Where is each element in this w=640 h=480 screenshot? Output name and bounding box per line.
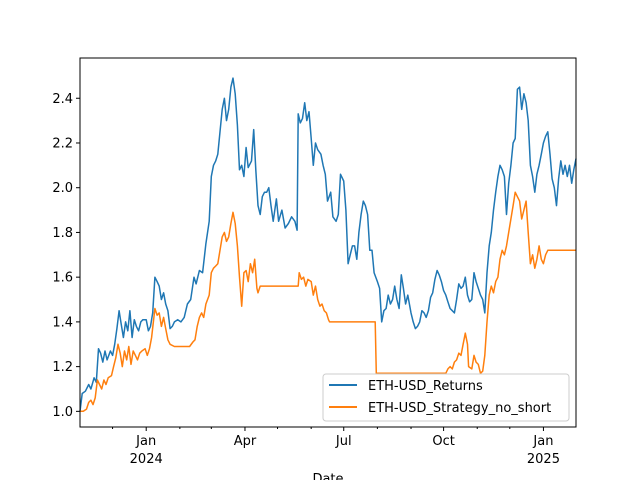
x-tick-year-label: 2024 — [130, 452, 163, 467]
x-axis: Jan 2024 Apr Jul Oct Jan 2025 — [112, 427, 560, 467]
x-tick-label: Apr — [234, 434, 257, 449]
x-tick-year-label: 2025 — [527, 452, 560, 467]
plot-background — [80, 58, 576, 427]
series-layer — [79, 77, 577, 413]
y-tick-label: 2.4 — [52, 92, 73, 107]
series-line-returns — [79, 77, 577, 412]
y-axis: 1.0 1.2 1.4 1.6 1.8 2.0 2.2 2.4 — [52, 92, 80, 420]
legend-box — [322, 373, 570, 422]
x-tick-label: Oct — [432, 434, 454, 449]
y-tick-label: 2.2 — [52, 136, 73, 151]
plot-area — [79, 57, 577, 428]
y-tick-label: 1.8 — [52, 226, 73, 241]
series-line-strategy — [80, 191, 576, 413]
legend: ETH-USD_Returns ETH-USD_Strategy_no_shor… — [322, 373, 570, 422]
x-tick-label: Jul — [335, 434, 352, 449]
y-tick-label: 1.0 — [52, 405, 73, 420]
plot-frame — [79, 57, 577, 428]
x-tick-label: Jan — [135, 434, 156, 449]
legend-label-strategy: ETH-USD_Strategy_no_short — [368, 401, 551, 416]
y-tick-label: 2.0 — [52, 181, 73, 196]
y-tick-label: 1.2 — [52, 360, 73, 375]
x-axis-label: Date — [312, 472, 343, 480]
y-tick-label: 1.4 — [52, 315, 73, 330]
x-tick-label: Jan — [532, 434, 553, 449]
y-tick-label: 1.6 — [52, 271, 73, 286]
legend-label-returns: ETH-USD_Returns — [368, 379, 483, 394]
